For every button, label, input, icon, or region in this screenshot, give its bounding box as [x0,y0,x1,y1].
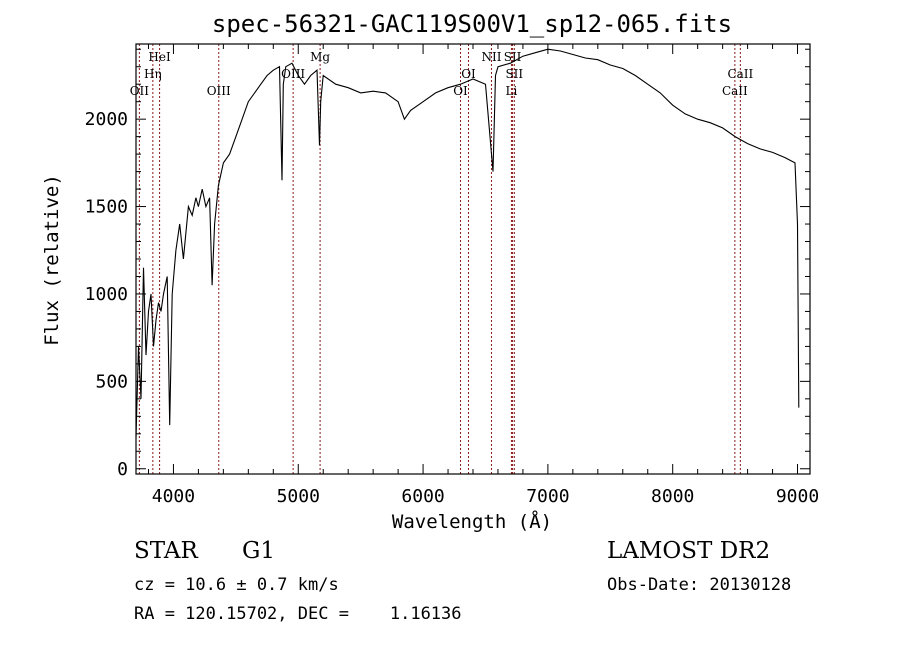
x-tick-label: 6000 [401,486,444,507]
x-tick-label: 9000 [776,486,819,507]
ra-dec-coords: RA = 120.15702, DEC = 1.16136 [134,604,462,624]
spectral-line-label: Li [506,84,518,98]
y-tick-label: 500 [95,371,128,392]
object-class: STAR [134,538,198,564]
y-axis-ticks: 0 500 1000 1500 2000 [85,48,810,480]
spectral-line-label: OII [130,84,150,98]
spectral-line-label: Hη [144,67,162,81]
spectral-line-label: NII [481,50,501,64]
survey-name: LAMOST DR2 [607,538,771,564]
chart-title: spec-56321-GAC119S00V1_sp12-065.fits [212,10,732,38]
y-axis-label: Flux (relative) [41,174,63,346]
spectrum-chart: spec-56321-GAC119S00V1_sp12-065.fits OII… [41,10,819,533]
x-tick-label: 5000 [277,486,320,507]
spectral-line-markers [138,44,741,474]
obs-date: Obs-Date: 20130128 [607,575,792,595]
spectral-line-label: HeI [148,50,171,64]
spectral-line-label: Mg [310,50,330,64]
y-tick-label: 1000 [85,284,128,305]
spectral-line-label: CaII [722,84,748,98]
object-subclass: G1 [242,538,276,564]
plot-frame [135,43,811,475]
redshift-cz: cz = 10.6 ± 0.7 km/s [134,575,339,595]
y-tick-label: 2000 [85,109,128,130]
spectrum-line [135,48,800,438]
y-tick-label: 1500 [85,197,128,218]
x-tick-label: 4000 [152,486,195,507]
spectral-line-label: SII [505,67,523,81]
spectral-line-label: OI [453,84,468,98]
x-axis-ticks: 4000 5000 6000 7000 8000 9000 [147,44,819,507]
spectral-line-label: OI [461,67,476,81]
x-tick-label: 7000 [526,486,569,507]
x-tick-label: 8000 [651,486,694,507]
y-tick-label: 0 [117,459,128,480]
x-axis-label: Wavelength (Å) [392,510,552,533]
spectral-line-label: SII [504,50,522,64]
spectral-line-label: OIII [207,84,231,98]
spectral-line-label: CaII [727,67,753,81]
